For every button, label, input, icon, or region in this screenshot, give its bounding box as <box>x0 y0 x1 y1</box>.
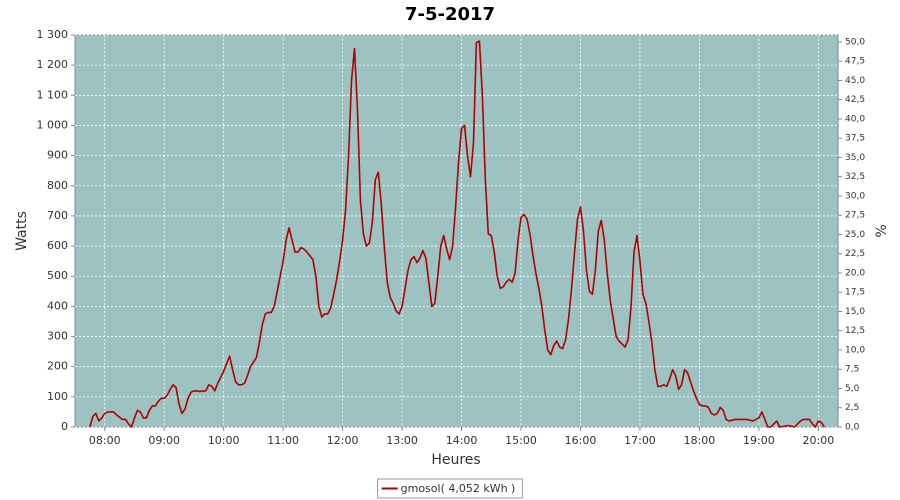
y2-tick-label: 27,5 <box>845 211 865 221</box>
x-tick-label: 15:00 <box>505 434 537 447</box>
x-axis-label: Heures <box>431 452 480 468</box>
y-tick-label: 400 <box>47 299 68 312</box>
x-tick-label: 08:00 <box>89 434 121 447</box>
x-tick-label: 12:00 <box>327 434 359 447</box>
x-tick-label: 14:00 <box>446 434 478 447</box>
y2-tick-label: 7,5 <box>845 365 859 375</box>
y2-tick-label: 32,5 <box>845 172 865 182</box>
y2-tick-label: 2,5 <box>845 403 859 413</box>
y-tick-label: 1 200 <box>37 58 69 71</box>
y-tick-label: 700 <box>47 209 68 222</box>
y2-tick-label: 17,5 <box>845 288 865 298</box>
y2-tick-label: 50,0 <box>845 37 865 47</box>
y-tick-label: 100 <box>47 390 68 403</box>
y2-tick-label: 37,5 <box>845 134 865 144</box>
x-tick-label: 10:00 <box>208 434 240 447</box>
y2-tick-label: 12,5 <box>845 326 865 336</box>
y-tick-label: 1 300 <box>37 28 69 41</box>
x-tick-label: 09:00 <box>148 434 180 447</box>
y2-tick-label: 10,0 <box>845 345 865 355</box>
y2-tick-label: 5,0 <box>845 384 860 394</box>
x-tick-label: 17:00 <box>624 434 656 447</box>
y2-tick-label: 47,5 <box>845 57 865 67</box>
legend-label: gmosol( 4,052 kWh ) <box>401 482 516 495</box>
y2-tick-label: 42,5 <box>845 95 865 105</box>
y-tick-label: 600 <box>47 239 68 252</box>
y2-tick-label: 22,5 <box>845 249 865 259</box>
chart-title: 7-5-2017 <box>405 4 495 25</box>
y2-axis-label: % <box>874 224 890 237</box>
y-axis-label: Watts <box>14 211 30 251</box>
x-tick-label: 13:00 <box>386 434 418 447</box>
legend-box <box>377 478 523 499</box>
y-tick-label: 500 <box>47 269 68 282</box>
y2-tick-label: 20,0 <box>845 268 865 278</box>
y-tick-label: 1 100 <box>37 88 69 101</box>
plot-area <box>74 34 839 428</box>
y2-tick-label: 30,0 <box>845 191 865 201</box>
x-tick-label: 18:00 <box>684 434 716 447</box>
x-tick-label: 11:00 <box>267 434 299 447</box>
y2-tick-label: 40,0 <box>845 114 865 124</box>
y2-tick-label: 45,0 <box>845 76 865 86</box>
y-tick-label: 0 <box>61 420 68 433</box>
legend: gmosol( 4,052 kWh ) <box>377 478 523 499</box>
y2-tick-label: 35,0 <box>845 153 865 163</box>
x-tick-label: 20:00 <box>803 434 835 447</box>
y-tick-label: 200 <box>47 360 68 373</box>
y-tick-label: 900 <box>47 149 68 162</box>
y2-tick-label: 15,0 <box>845 307 865 317</box>
data-line <box>89 40 825 428</box>
y-tick-label: 300 <box>47 330 68 343</box>
y2-tick-label: 0,0 <box>845 423 860 433</box>
x-tick-label: 16:00 <box>565 434 597 447</box>
y-tick-label: 1 000 <box>37 118 69 131</box>
y2-tick-label: 25,0 <box>845 230 865 240</box>
y-tick-label: 800 <box>47 179 68 192</box>
x-tick-label: 19:00 <box>743 434 775 447</box>
